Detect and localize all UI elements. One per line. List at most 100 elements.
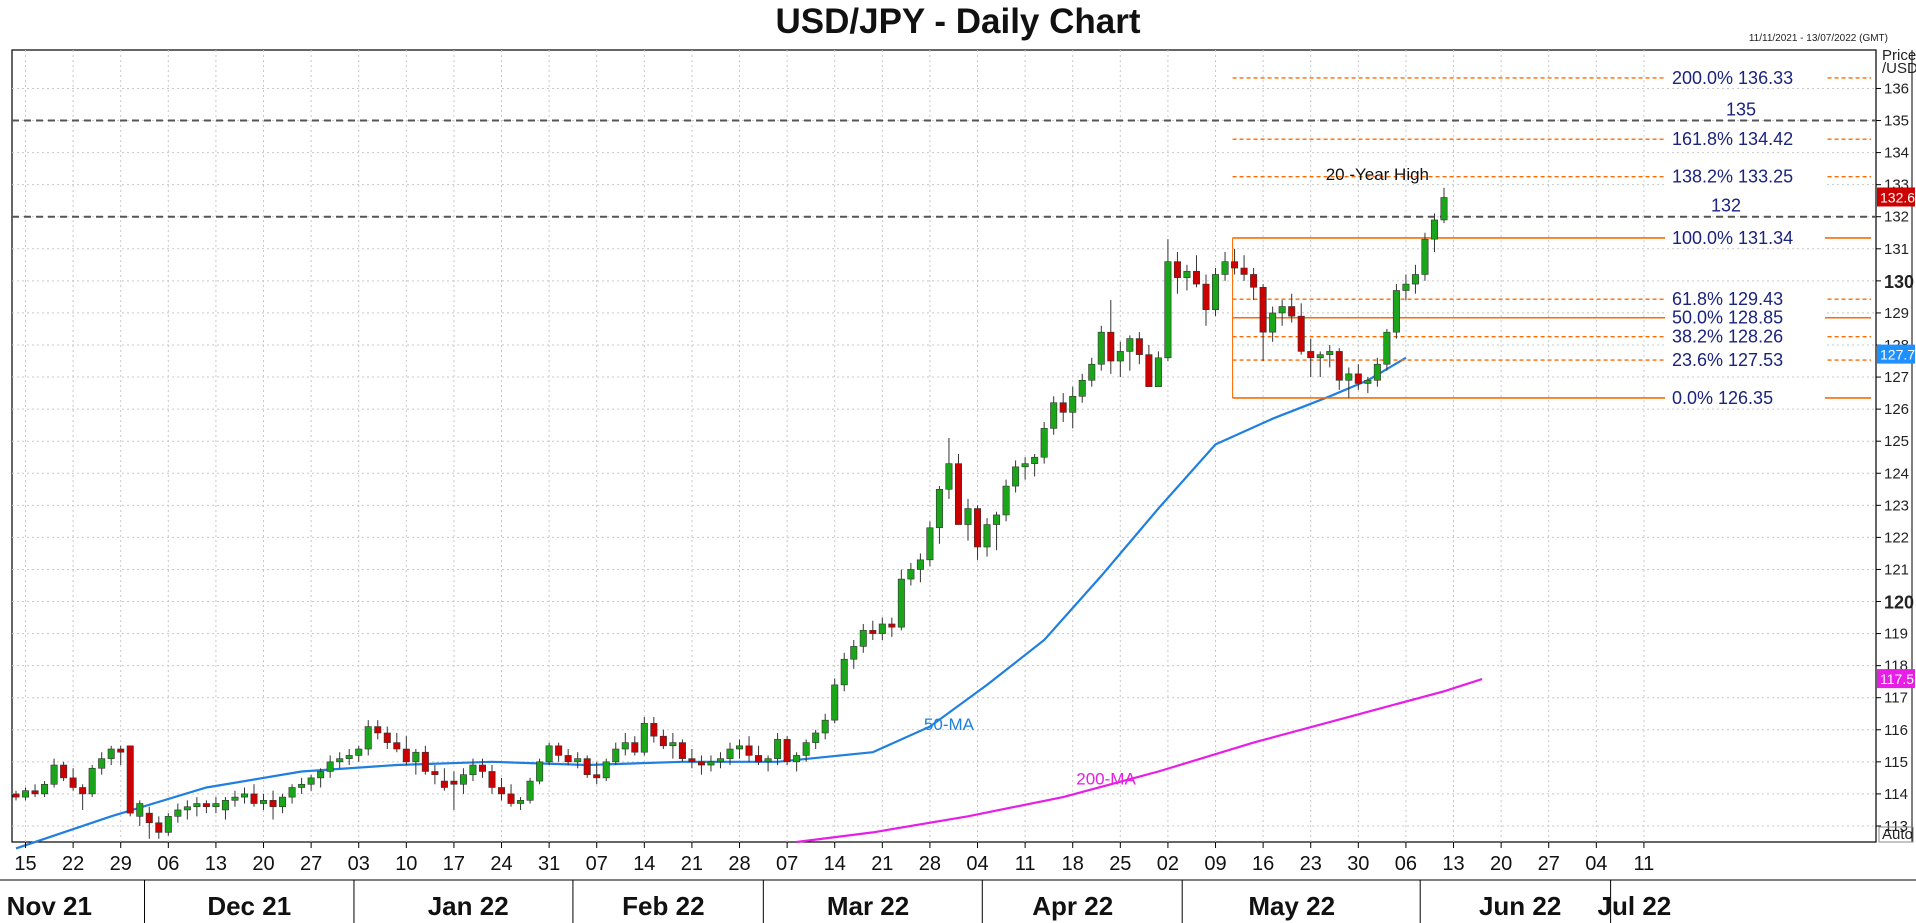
month-label: Nov 21 (7, 891, 92, 921)
fib-level-label: 23.6% 127.53 (1672, 350, 1783, 370)
candle-up (1326, 351, 1334, 355)
candle-up (345, 755, 353, 759)
candle-down (393, 742, 401, 750)
candle-up (221, 800, 229, 811)
candle-up (183, 806, 191, 811)
candle-up (1402, 283, 1410, 291)
candle-up (88, 767, 96, 795)
fib-label-bg (1665, 350, 1825, 371)
day-tick-label: 02 (1157, 853, 1179, 875)
candle-up (1126, 338, 1134, 352)
candle-up (1373, 363, 1381, 381)
price-tick-label: 121 (1884, 561, 1909, 578)
candle-up (50, 764, 58, 785)
candle-up (812, 732, 820, 743)
price-tick-label: 113 (1884, 818, 1908, 835)
candle-up (621, 742, 629, 750)
candle-up (469, 764, 477, 775)
candle-up (840, 658, 848, 686)
candle-up (288, 787, 296, 798)
candle-up (574, 758, 582, 763)
candle-up (1278, 306, 1286, 314)
candle-down (145, 812, 153, 824)
day-tick-label: 07 (586, 853, 608, 875)
candle-up (907, 569, 915, 580)
candle-down (1297, 315, 1305, 352)
day-tick-label: 20 (1490, 853, 1512, 875)
candle-up (935, 488, 943, 529)
fib-level-label: 0.0% 126.35 (1672, 388, 1773, 408)
candle-down (440, 780, 448, 788)
candle-up (459, 774, 467, 785)
level-label-bg (1719, 100, 1763, 119)
day-tick-label: 22 (62, 853, 84, 875)
price-tick-label: 115 (1884, 754, 1908, 771)
candle-up (916, 559, 924, 570)
candle-down (1135, 338, 1143, 355)
day-tick-label: 10 (395, 853, 417, 875)
candle-up (307, 777, 315, 785)
candle-up (1440, 197, 1448, 221)
fib-level-label: 38.2% 128.26 (1672, 327, 1783, 347)
day-tick-label: 30 (1347, 853, 1369, 875)
candle-up (1040, 428, 1048, 458)
candle-down (1354, 373, 1362, 384)
price-badge-label: 132.6 (1880, 189, 1915, 205)
candle-down (202, 803, 210, 808)
candle-down (374, 726, 382, 734)
candle-down (688, 758, 696, 763)
candle-down (478, 764, 486, 772)
fib-level-label: 200.0% 136.33 (1672, 68, 1793, 88)
candle-down (1192, 270, 1200, 285)
candle-down (745, 745, 753, 756)
moving-average-line-50-ma (15, 356, 1407, 850)
fib-label-bg (1665, 129, 1825, 150)
level-label-bg (1704, 196, 1748, 215)
candle-up (802, 742, 810, 756)
candle-up (897, 578, 905, 628)
day-tick-label: 28 (728, 853, 750, 875)
candle-up (326, 761, 334, 772)
candle-up (107, 748, 115, 759)
day-tick-label: 04 (1585, 853, 1607, 875)
fib-label-bg (1665, 387, 1825, 408)
candle-up (859, 630, 867, 647)
price-axis-unit: /USD (1882, 60, 1916, 77)
candle-up (736, 745, 744, 750)
day-tick-label: 13 (1442, 853, 1464, 875)
month-label: Jul 22 (1598, 891, 1672, 921)
candle-up (764, 758, 772, 763)
candle-down (507, 793, 515, 804)
candle-down (498, 787, 506, 795)
candle-down (488, 771, 496, 788)
candle-up (41, 783, 49, 795)
candle-up (1316, 354, 1324, 359)
fib-label-bg (1665, 166, 1825, 187)
month-label: Jun 22 (1479, 891, 1561, 921)
day-tick-label: 14 (824, 853, 846, 875)
day-tick-label: 21 (681, 853, 703, 875)
candle-down (126, 745, 134, 814)
day-tick-label: 25 (1109, 853, 1131, 875)
price-badge (1877, 187, 1915, 207)
candle-up (298, 783, 306, 788)
candle-up (1097, 331, 1105, 365)
candle-up (317, 771, 325, 779)
candle-up (1116, 351, 1124, 362)
auto-scale-button[interactable]: Auto (1882, 826, 1913, 843)
fib-label-bg (1665, 289, 1825, 310)
candle-up (612, 748, 620, 763)
month-label: May 22 (1248, 891, 1335, 921)
candle-up (1212, 274, 1220, 311)
price-tick-label: 132 (1884, 209, 1909, 226)
candle-up (1154, 357, 1162, 387)
candle-down (402, 748, 410, 763)
candle-up (1031, 456, 1039, 464)
candle-up (22, 790, 30, 798)
day-tick-label: 27 (1538, 853, 1560, 875)
candle-up (1221, 261, 1229, 275)
day-tick-label: 31 (538, 853, 560, 875)
day-tick-label: 28 (919, 853, 941, 875)
price-tick-label: 123 (1884, 497, 1909, 514)
